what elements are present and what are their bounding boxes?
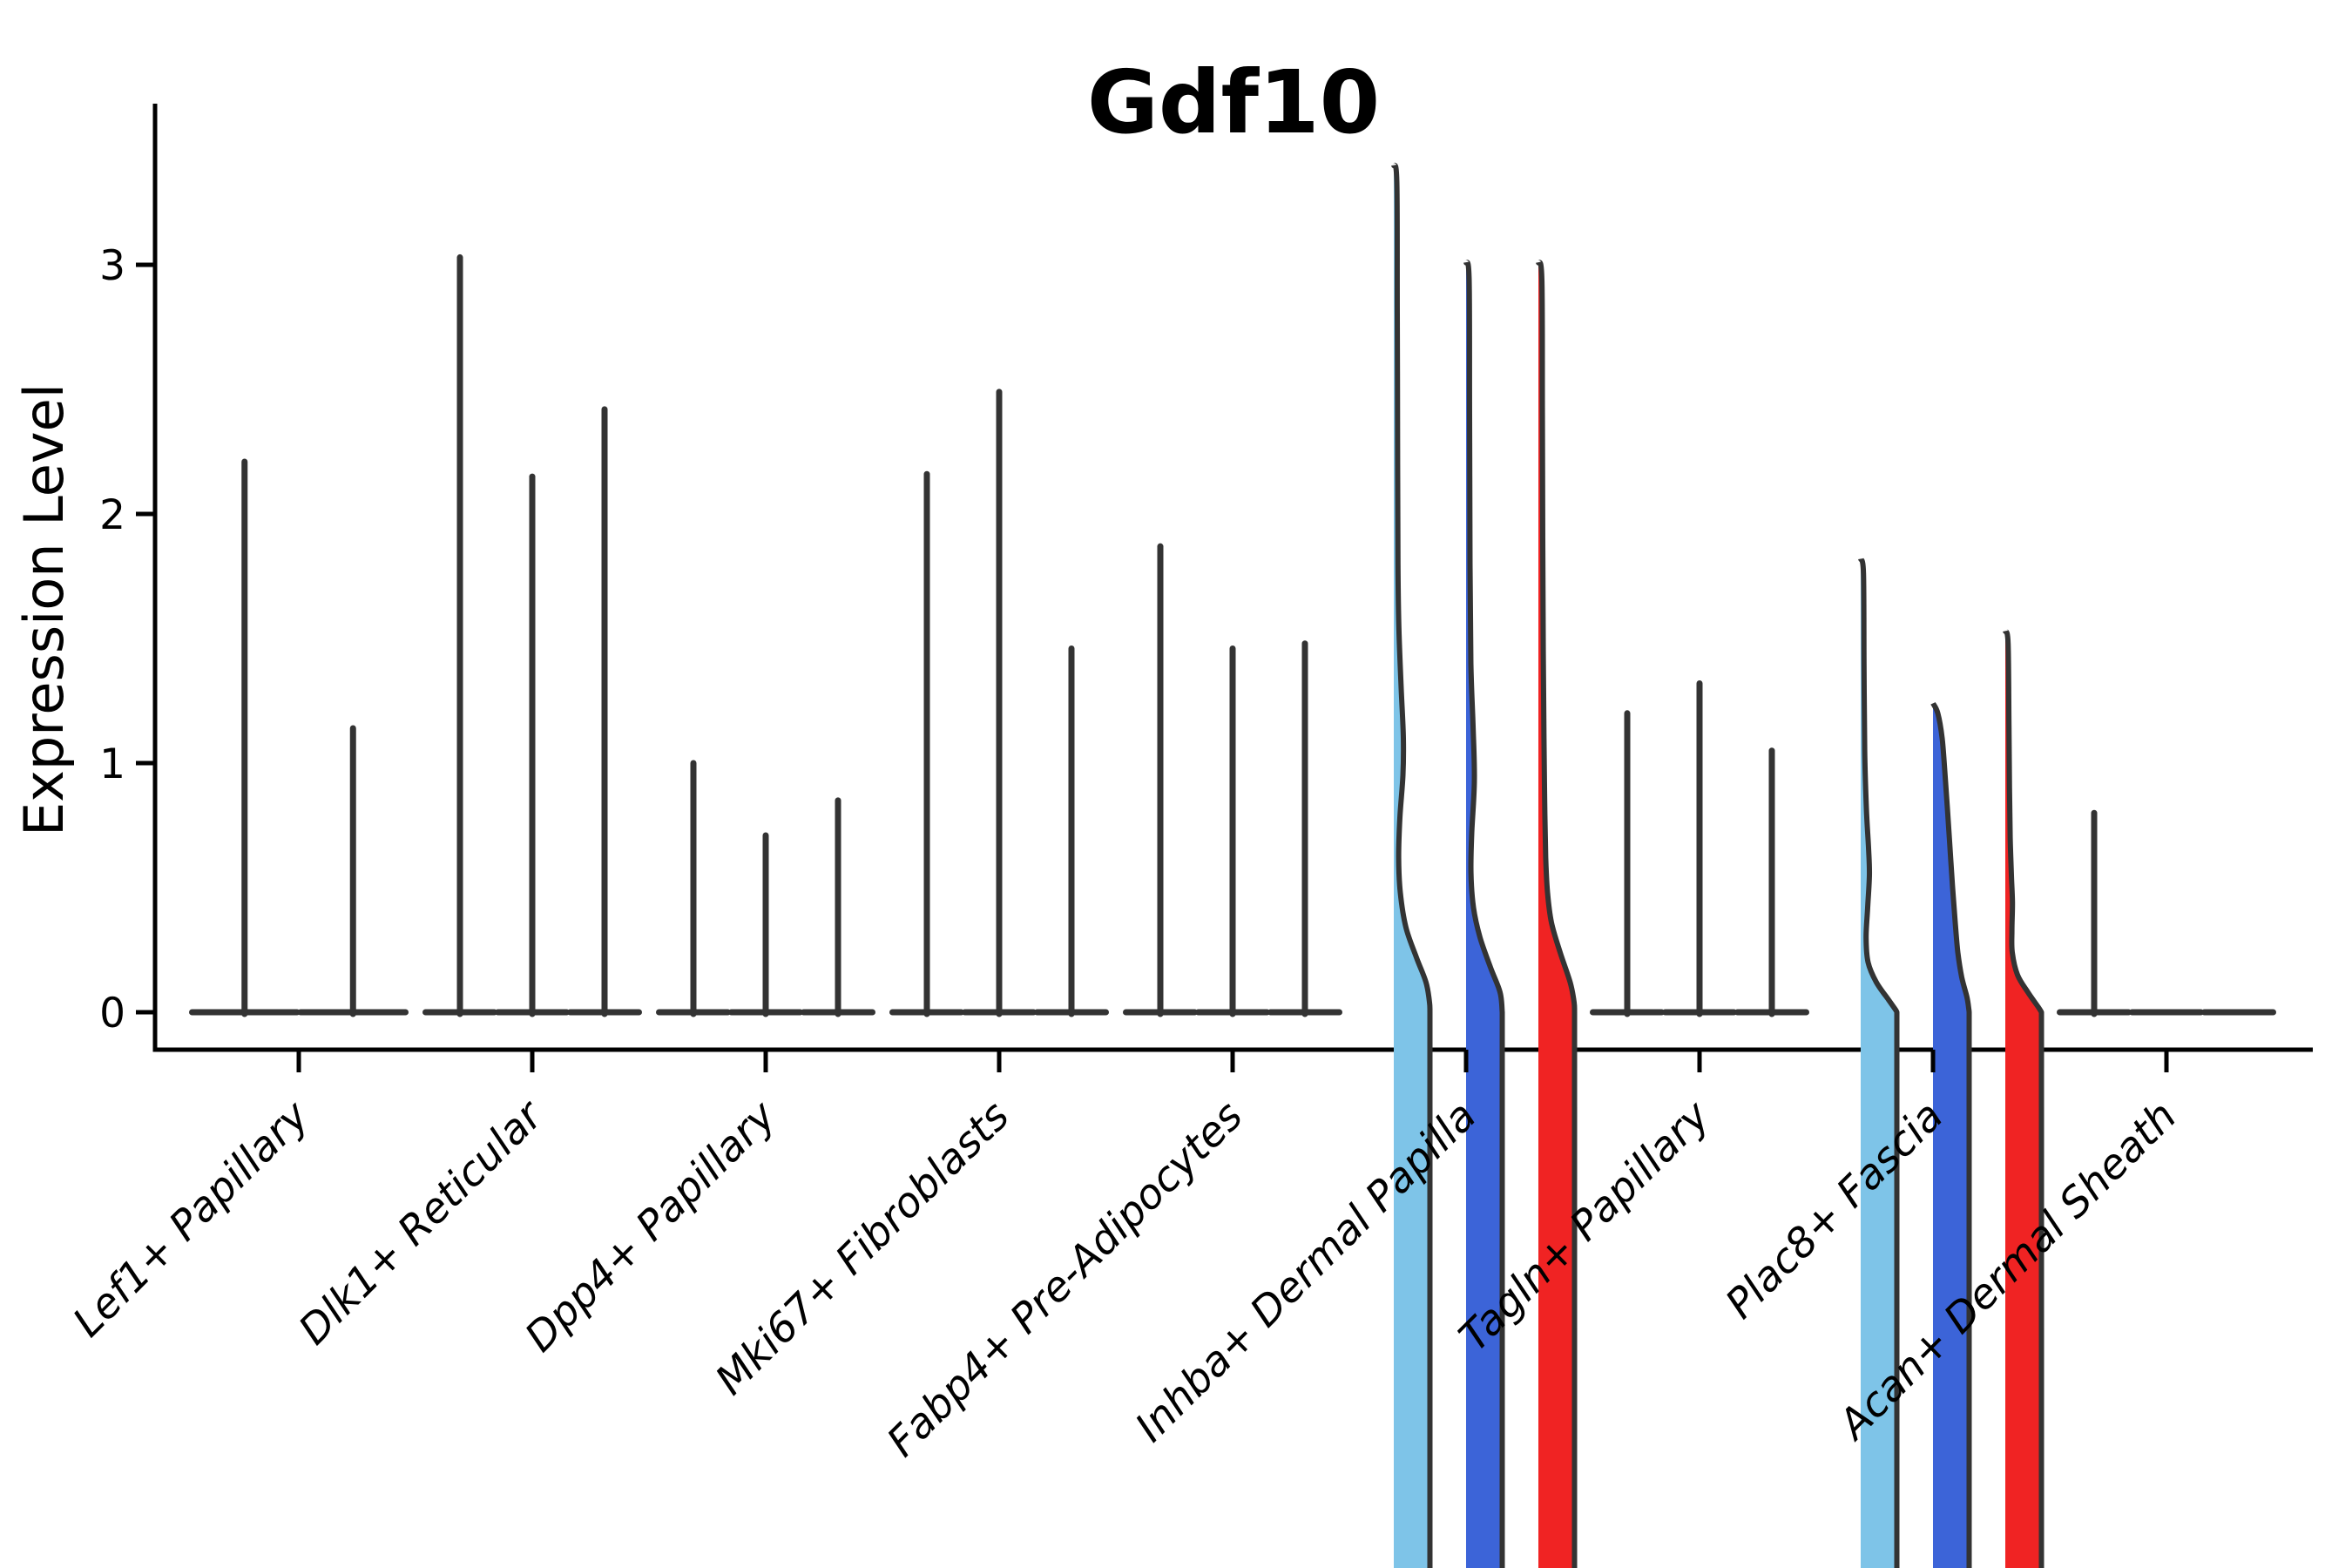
y-tick-label-2: 2 (99, 491, 125, 539)
x-tick-label-lef1-papillary: Lef1+ Papillary (64, 1092, 319, 1347)
y-tick-label-3: 3 (99, 242, 125, 290)
violin-plac8-fascia-red (1970, 631, 2042, 1568)
violin-inhba-dermal-papilla-red (1503, 262, 1575, 1568)
x-tick-label-plac8-fascia: Plac8+ Fascia (1716, 1092, 1952, 1328)
violin-inhba-dermal-papilla-light_blue (1358, 166, 1430, 1568)
chart-title: Gdf10 (1087, 51, 1380, 153)
y-tick-label-1: 1 (99, 740, 125, 788)
x-tick-label-dpp4-papillary: Dpp4+ Papillary (516, 1092, 786, 1362)
violins-layer (189, 166, 2276, 1568)
x-tick-label-dlk1-reticular: Dlk1+ Reticular (290, 1091, 554, 1355)
y-axis-label: Expression Level (12, 383, 76, 836)
y-tick-label-0: 0 (99, 990, 125, 1037)
violin-inhba-dermal-papilla-blue (1430, 262, 1503, 1568)
